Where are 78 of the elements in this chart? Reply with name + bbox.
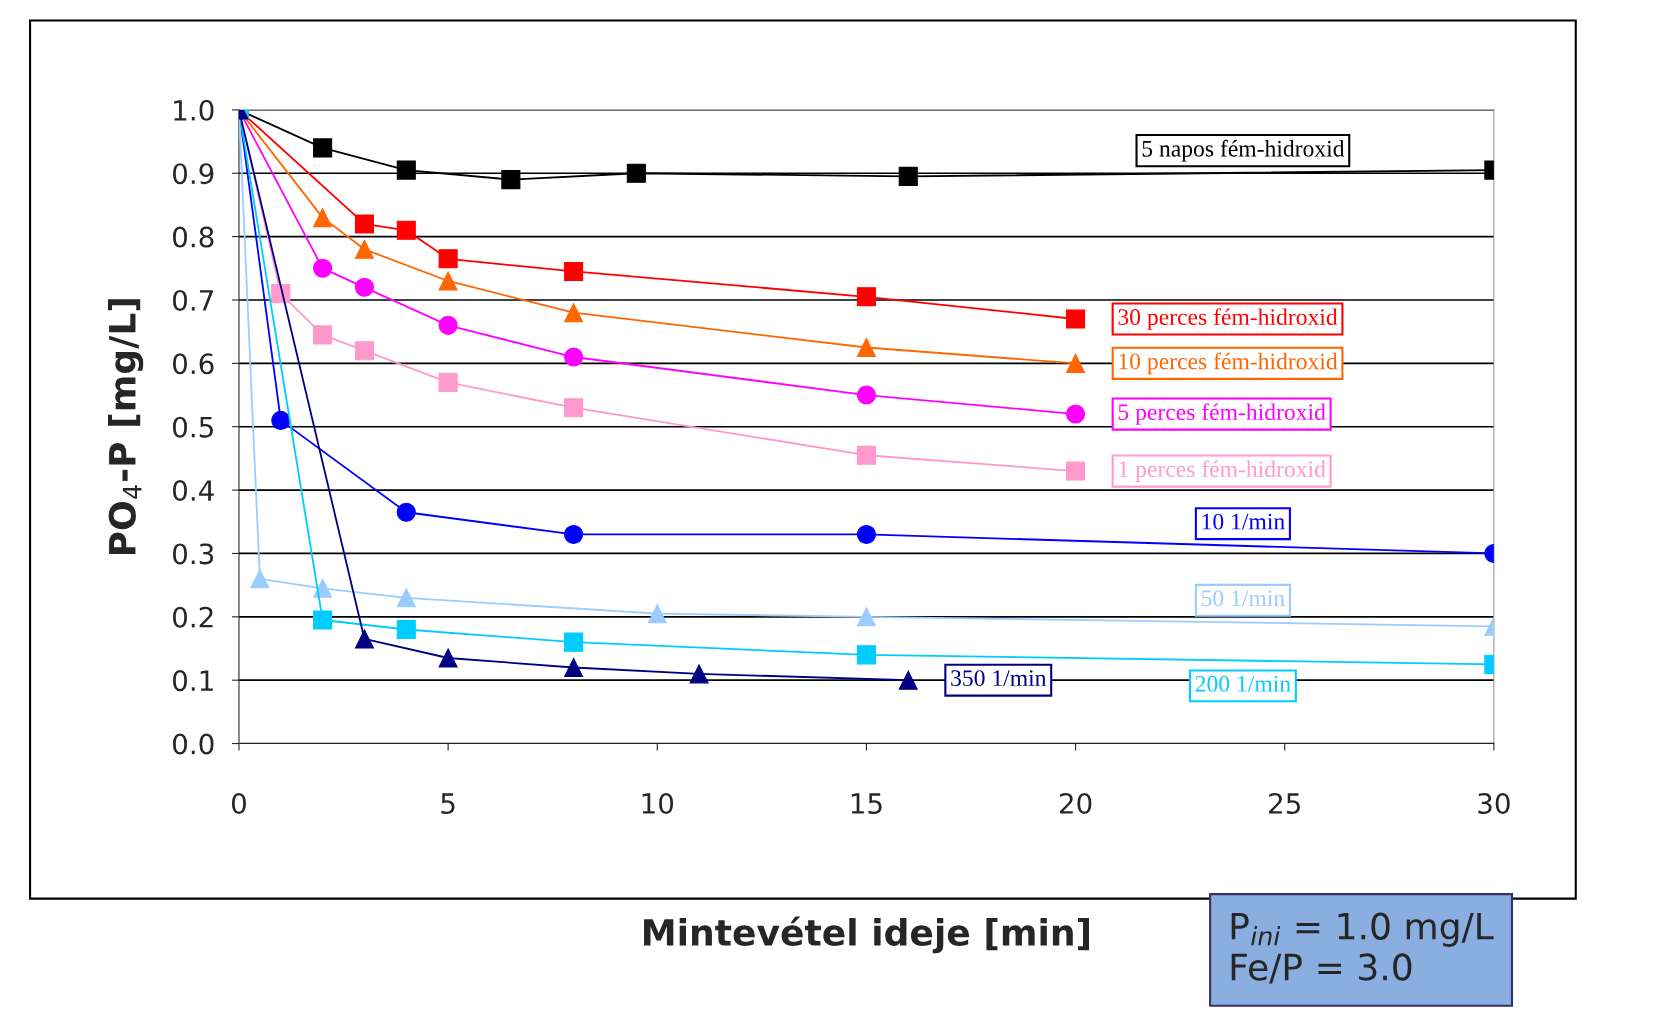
- text: P$_{ini}$ = 1.0 mg/L Fe/P = 3.0: [1231, 912, 1494, 984]
- y-tick-label: 0.0: [173, 733, 214, 755]
- y-tick-label: 0.3: [173, 543, 214, 565]
- point: [354, 214, 374, 234]
- point: [396, 160, 416, 180]
- x-tick-label: 15: [851, 793, 882, 815]
- point: [1066, 404, 1086, 424]
- y-tick-label: 0.5: [173, 416, 213, 438]
- point: [354, 277, 374, 297]
- point: [856, 445, 876, 465]
- x-tick-label: 30: [1478, 793, 1510, 815]
- x-tick-label: 20: [1059, 793, 1092, 815]
- point: [313, 325, 333, 345]
- series-label: 30 perces fém-hidroxid: [1118, 308, 1338, 330]
- series-label: 350 1/min: [951, 670, 1047, 687]
- series-label: 5 perces fém-hidroxid: [1118, 403, 1326, 425]
- point: [1066, 461, 1086, 481]
- point: [396, 588, 416, 608]
- y-tick-label: 0.8: [173, 226, 214, 248]
- y-tick-label: 0.7: [173, 289, 213, 311]
- point: [271, 284, 291, 304]
- point: [898, 670, 918, 690]
- point: [564, 303, 584, 323]
- point: [564, 261, 584, 282]
- x-tick-label: 10: [642, 793, 674, 815]
- point: [396, 220, 416, 240]
- point: [856, 607, 876, 627]
- point: [354, 341, 374, 361]
- point: [1066, 353, 1086, 373]
- point: [313, 208, 333, 228]
- y-tick-label: 0.2: [173, 606, 213, 628]
- y-tick-label: 0.1: [173, 670, 213, 692]
- point: [647, 604, 667, 624]
- point: [564, 657, 584, 678]
- point: [354, 629, 374, 649]
- series-label: 10 1/min: [1202, 513, 1285, 530]
- point: [313, 610, 333, 630]
- x-tick-label: 0: [231, 793, 246, 815]
- point: [689, 664, 709, 684]
- point: [313, 138, 333, 158]
- point: [396, 619, 416, 640]
- point: [898, 166, 918, 186]
- series-label: 5 napos fém-hidroxid: [1142, 139, 1345, 162]
- point: [438, 372, 458, 392]
- x-axis-title: Mintevétel ideje [min]: [644, 916, 1089, 954]
- point: [626, 163, 646, 183]
- y-axis-title: PO$_{4}$-P [mg/L]: [108, 299, 144, 555]
- point: [438, 315, 458, 335]
- point: [856, 287, 876, 307]
- point: [438, 271, 458, 291]
- point: [271, 410, 291, 430]
- point: [564, 632, 584, 652]
- x-tick-label: 5: [441, 793, 455, 815]
- point: [313, 258, 333, 278]
- point: [856, 337, 876, 358]
- point: [354, 239, 374, 259]
- series-label: 50 1/min: [1201, 590, 1285, 607]
- point: [856, 524, 876, 544]
- y-tick-label: 0.4: [173, 480, 214, 502]
- y-tick-label: 1.0: [174, 99, 214, 121]
- point: [564, 524, 584, 544]
- y-tick-label: 0.6: [173, 353, 214, 375]
- x-tick-label: 25: [1269, 793, 1300, 815]
- point: [1066, 309, 1086, 329]
- y-tick-label: 0.9: [173, 163, 214, 185]
- point: [856, 645, 876, 665]
- point: [438, 648, 458, 668]
- point: [313, 578, 333, 598]
- point: [250, 569, 270, 589]
- point: [438, 249, 458, 269]
- point: [856, 385, 876, 405]
- point: [564, 347, 584, 367]
- series-label: 200 1/min: [1195, 675, 1291, 692]
- series-label: 1 perces fém-hidroxid: [1119, 460, 1326, 482]
- point: [396, 502, 416, 522]
- series-label: 10 perces fém-hidroxid: [1119, 352, 1338, 375]
- point: [564, 398, 584, 418]
- point: [501, 170, 521, 190]
